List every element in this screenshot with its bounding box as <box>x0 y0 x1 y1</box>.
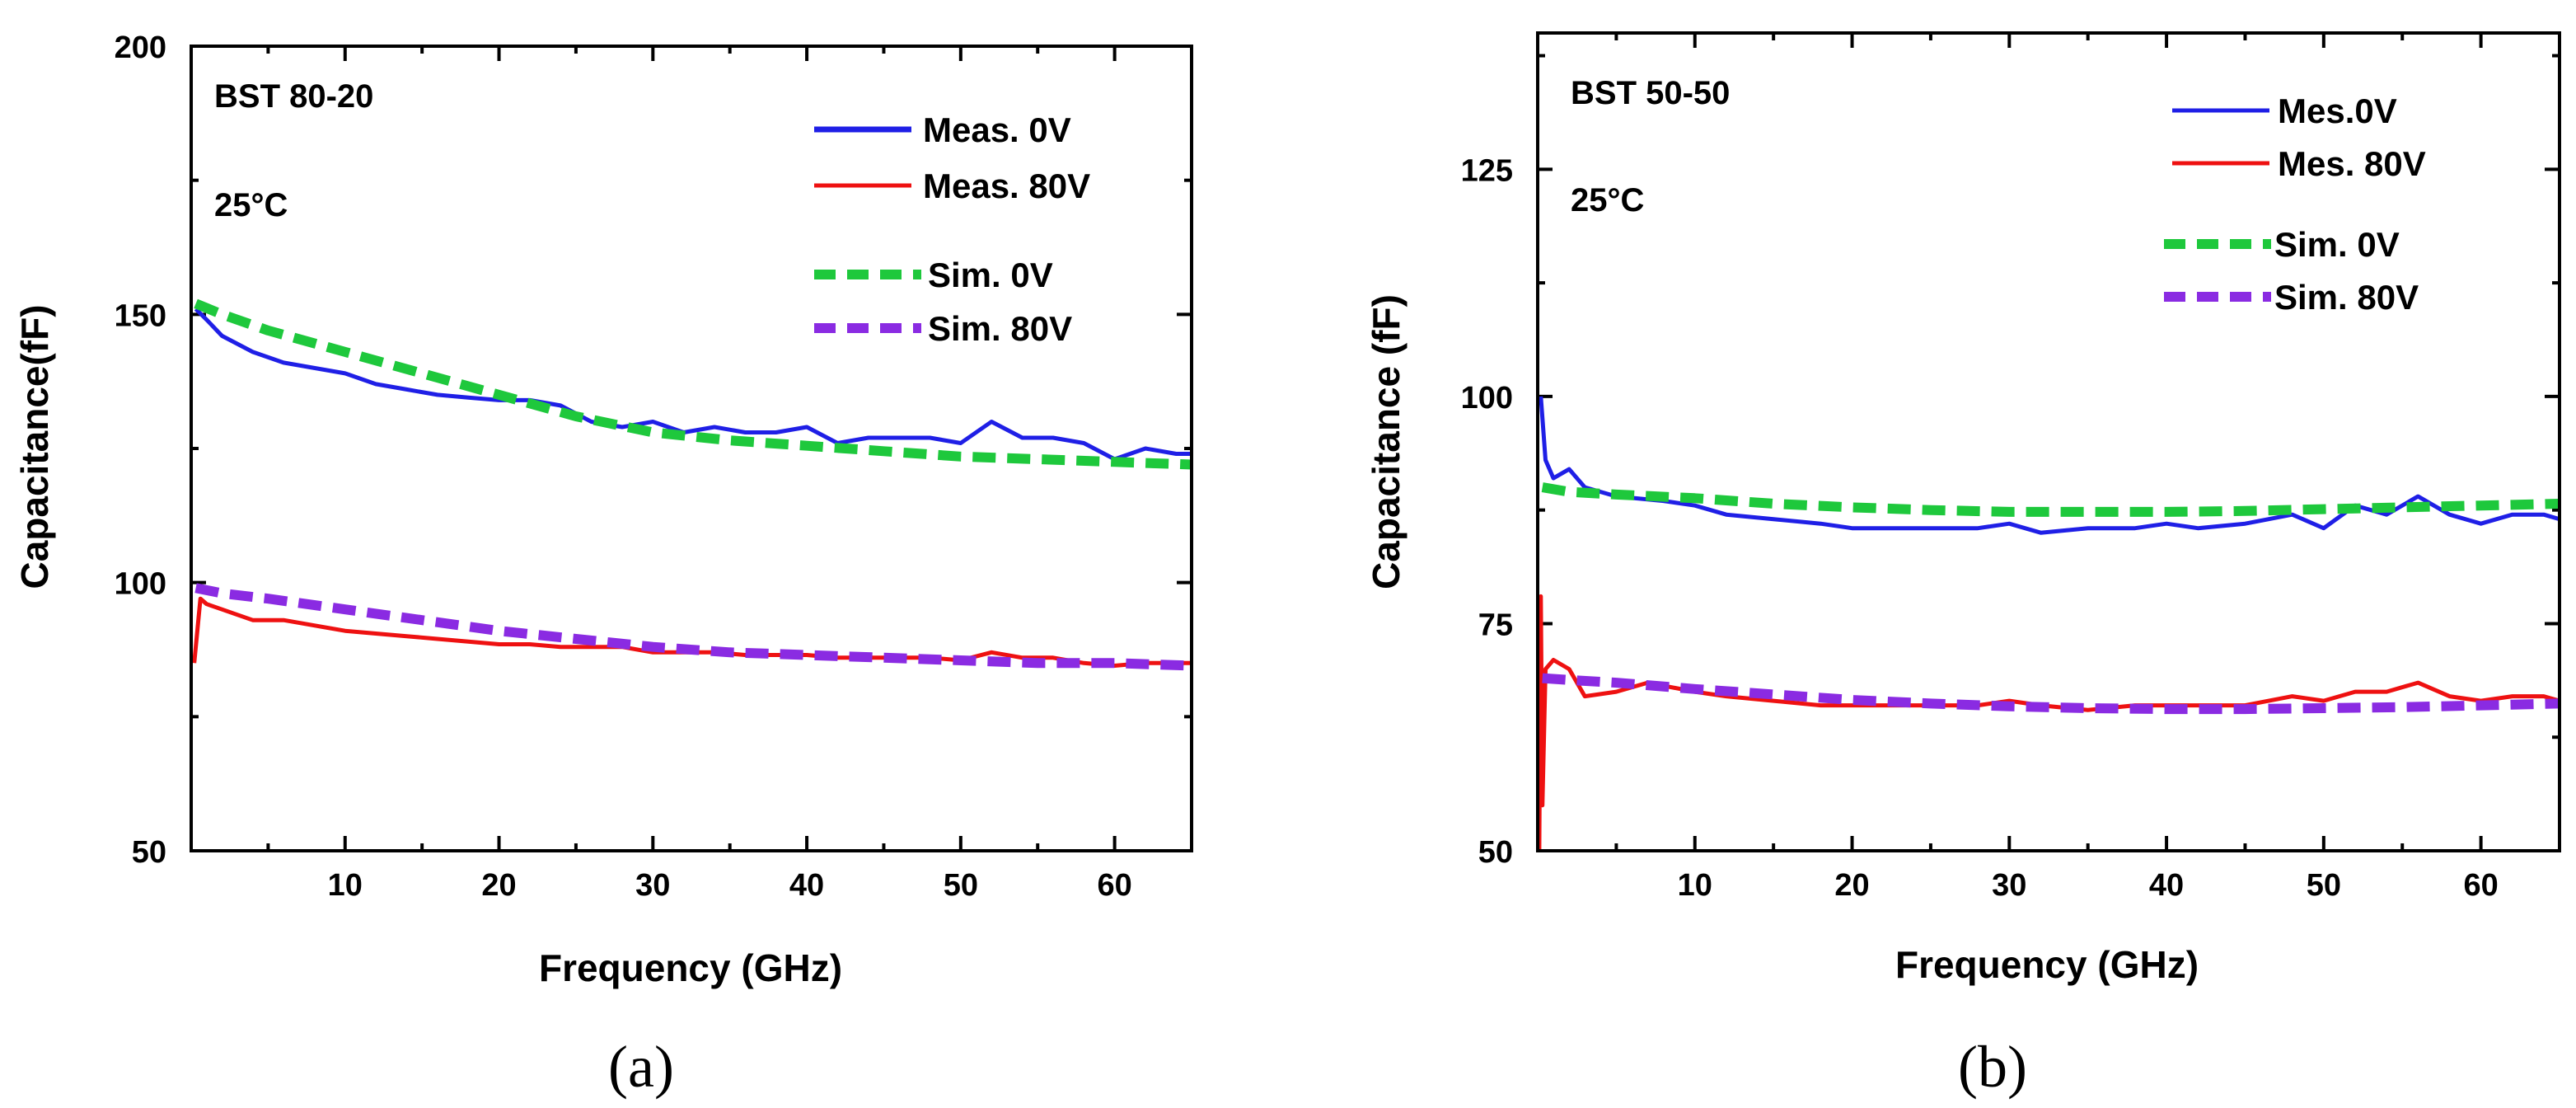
panel-a-legend-label-meas-80v: Meas. 80V <box>923 167 1090 205</box>
panel-a-frame <box>190 45 1193 852</box>
panel-a-x-tick-label: 60 <box>1097 868 1131 903</box>
panel-a-annotation-temperature: 25°C <box>214 187 288 223</box>
panel-b-annotation-temperature: 25°C <box>1571 182 1644 218</box>
panel-a-legend-label-meas-0v: Meas. 0V <box>923 110 1071 149</box>
panel-a-legend-label-sim-80v: Sim. 80V <box>928 309 1072 348</box>
panel-a-axes: 10 20 30 40 50 60 50 100 150 200 <box>115 31 1192 903</box>
panel-a-x-tick-label: 20 <box>481 868 516 903</box>
panel-b-series-mes-80v <box>1538 594 2560 851</box>
panel-b-axes: 10 20 30 40 50 60 50 75 100 125 <box>1461 33 2560 903</box>
panel-b-series-sim-0v <box>1541 482 2560 517</box>
panel-a-series-sim-80v <box>194 583 1192 671</box>
panel-b-legend-label-mes-80v: Mes. 80V <box>2278 144 2426 183</box>
panel-b-x-tick-label: 10 <box>1678 868 1712 903</box>
panel-a-y-tick-label: 100 <box>115 567 166 602</box>
panel-b-series-group <box>1538 396 2560 851</box>
panel-a-plot-frame <box>190 45 1193 852</box>
panel-a-x-axis-title: Frequency (GHz) <box>539 946 842 989</box>
panel-a-x-tick-label: 10 <box>328 868 363 903</box>
panel-b-chart: 10 20 30 40 50 60 50 75 100 125 BST 50-50 25°C Me… <box>1365 31 2561 1100</box>
panel-a-x-tick-label: 40 <box>789 868 824 903</box>
panel-b-frame <box>1536 31 2561 852</box>
panel-a-x-tick-label: 50 <box>944 868 978 903</box>
panel-b-x-tick-label: 20 <box>1834 868 1869 903</box>
panel-b-y-tick-label: 125 <box>1461 153 1513 188</box>
panel-b-legend-label-mes-0v: Mes.0V <box>2278 92 2397 130</box>
panel-b-series-mes-0v <box>1539 396 2560 535</box>
panel-b-y-tick-label: 100 <box>1461 381 1513 416</box>
panel-a-x-tick-label: 30 <box>635 868 670 903</box>
panel-a-series-group <box>192 298 1192 671</box>
panel-b-annotation-material: BST 50-50 <box>1571 75 1730 111</box>
panel-a-chart: 10 20 30 40 50 60 50 100 150 200 BST 80-20 25°C M… <box>13 31 1193 1100</box>
panel-b-legend-label-sim-0v: Sim. 0V <box>2274 225 2400 264</box>
panel-a-y-tick-label: 200 <box>115 31 166 65</box>
panel-b-x-tick-label: 50 <box>2307 868 2341 903</box>
panel-b-x-tick-label: 30 <box>1992 868 2026 903</box>
panel-a-y-tick-label: 150 <box>115 298 166 333</box>
panel-a-y-tick-label: 50 <box>132 835 166 870</box>
panel-a-y-axis-title: Capacitance(fF) <box>13 304 56 589</box>
panel-a-series-meas-80v <box>192 596 1192 668</box>
panel-a-annotation-material: BST 80-20 <box>214 78 373 115</box>
panel-a-legend: Meas. 0V Meas. 80V Sim. 0V Sim. 80V <box>814 110 1090 348</box>
panel-b-legend-label-sim-80v: Sim. 80V <box>2274 278 2419 317</box>
panel-b-y-axis-title: Capacitance (fF) <box>1365 294 1407 589</box>
panel-a-legend-label-sim-0v: Sim. 0V <box>928 256 1053 294</box>
panel-b-y-tick-label: 50 <box>1478 835 1513 870</box>
panel-b-x-tick-label: 40 <box>2149 868 2184 903</box>
panel-b-legend: Mes.0V Mes. 80V Sim. 0V Sim. 80V <box>2164 92 2426 317</box>
panel-a-series-sim-0v <box>194 298 1192 470</box>
panel-b-series-sim-80v <box>1542 673 2560 715</box>
panel-a-label: (a) <box>608 1034 674 1100</box>
panel-b-plot-frame <box>1536 31 2561 852</box>
panel-b-y-tick-label: 75 <box>1478 608 1513 642</box>
panel-b-x-tick-label: 60 <box>2463 868 2498 903</box>
panel-b-label: (b) <box>1958 1034 2027 1100</box>
panel-b-x-axis-title: Frequency (GHz) <box>1895 943 2199 986</box>
